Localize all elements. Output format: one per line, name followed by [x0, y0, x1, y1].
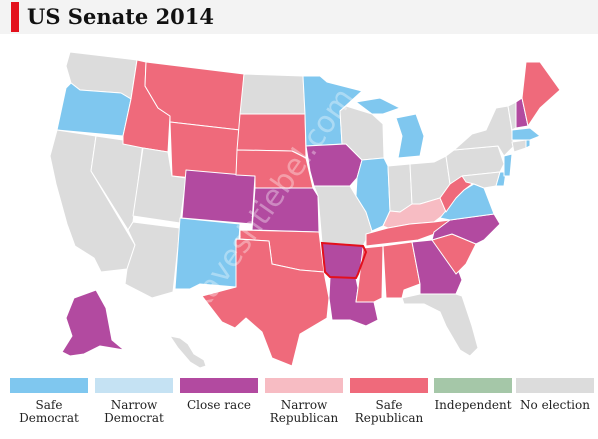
legend-label: Close race [186, 398, 252, 412]
state-CO[interactable] [181, 169, 256, 225]
legend-swatch [265, 378, 343, 393]
legend-label: Independent [434, 398, 512, 412]
legend-item-safe-republican: Safe Republican [350, 378, 430, 434]
state-ND[interactable] [239, 73, 306, 115]
title-accent-bar [11, 2, 19, 32]
state-IL[interactable] [355, 157, 391, 232]
legend-swatch [180, 378, 258, 393]
legend-item-independent: Independent [434, 378, 514, 434]
state-AK[interactable] [61, 289, 125, 357]
state-TX[interactable] [201, 238, 330, 367]
legend-label: Narrow Democrat [104, 398, 164, 425]
legend-item-narrow-democrat: Narrow Democrat [95, 378, 175, 434]
legend-swatch [10, 378, 88, 393]
state-NJ[interactable] [503, 153, 513, 177]
legend-label: No election [520, 398, 590, 412]
legend-item-no-election: No election [516, 378, 596, 434]
state-ME[interactable] [521, 61, 561, 127]
page-title: US Senate 2014 [27, 4, 215, 29]
legend-label: Safe Democrat [19, 398, 79, 425]
legend-item-safe-democrat: Safe Democrat [10, 378, 90, 434]
legend-item-close-race: Close race [180, 378, 260, 434]
legend-swatch [350, 378, 428, 393]
state-CT[interactable] [511, 139, 527, 153]
state-LA[interactable] [328, 276, 379, 327]
legend-swatch [516, 378, 594, 393]
legend: Safe Democrat Narrow Democrat Close race… [10, 378, 594, 434]
state-FL[interactable] [401, 293, 479, 357]
state-HI[interactable] [169, 335, 207, 369]
title-bar: US Senate 2014 [0, 0, 598, 34]
legend-swatch [95, 378, 173, 393]
us-senate-map [49, 51, 561, 369]
state-MA[interactable] [511, 127, 541, 141]
legend-item-narrow-republican: Narrow Republican [265, 378, 345, 434]
highlighted-state-outline [320, 241, 368, 280]
legend-swatch [434, 378, 512, 393]
state-MI[interactable] [355, 97, 425, 159]
state-IN[interactable] [387, 163, 413, 213]
state-AZ[interactable] [124, 221, 181, 299]
state-RI[interactable] [525, 139, 531, 149]
legend-label: Narrow Republican [269, 398, 339, 425]
state-OR[interactable] [56, 82, 132, 137]
legend-label: Safe Republican [354, 398, 424, 425]
state-KS[interactable] [251, 187, 320, 233]
state-NM[interactable] [174, 217, 241, 290]
